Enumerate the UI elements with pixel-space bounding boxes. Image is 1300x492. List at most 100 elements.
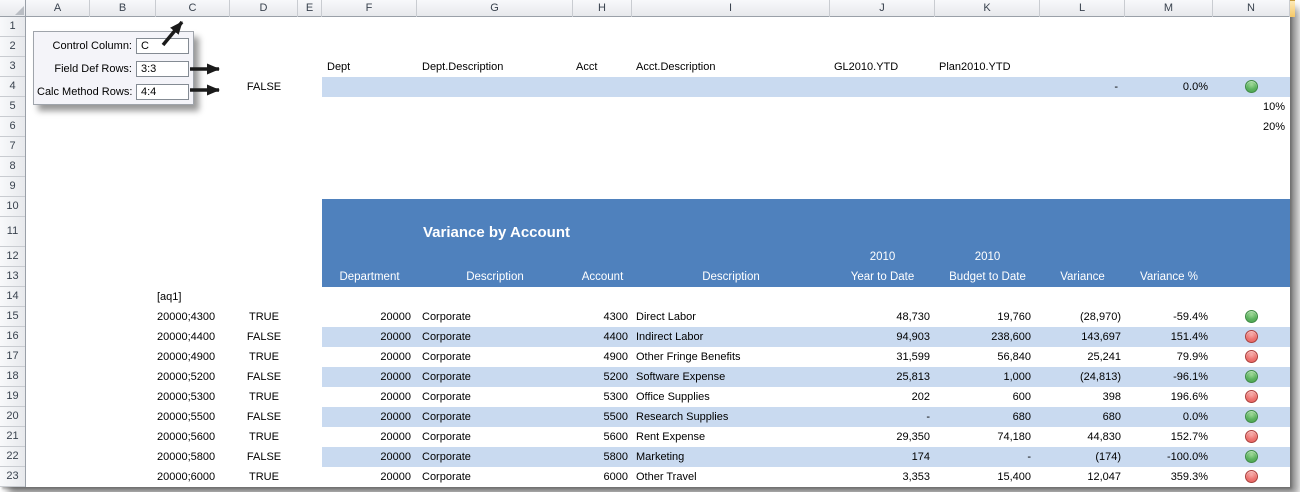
- cell-I23[interactable]: Other Travel: [636, 471, 697, 483]
- row-header-17[interactable]: 17: [0, 347, 25, 367]
- cell-L18[interactable]: (24,813): [1080, 371, 1121, 383]
- cell-C17[interactable]: 20000;4900: [157, 351, 216, 363]
- column-header-L[interactable]: L: [1040, 0, 1125, 17]
- cell-K17[interactable]: 56,840: [997, 351, 1031, 363]
- cell-C20[interactable]: 20000;5500: [157, 411, 216, 423]
- cell-L15[interactable]: (28,970): [1080, 311, 1121, 323]
- row-header-2[interactable]: 2: [0, 37, 25, 57]
- cell-F18[interactable]: 20000: [380, 371, 411, 383]
- cell-J16[interactable]: 94,903: [896, 331, 930, 343]
- column-header-C[interactable]: C: [156, 0, 230, 17]
- cell-D23[interactable]: TRUE: [249, 471, 279, 483]
- partial-next-column-header[interactable]: [1290, 0, 1295, 17]
- cell-H20[interactable]: 5500: [603, 411, 628, 423]
- cell-I18[interactable]: Software Expense: [636, 371, 726, 383]
- cell-M23[interactable]: 359.3%: [1170, 471, 1208, 483]
- row-header-1[interactable]: 1: [0, 17, 25, 37]
- control-column-input[interactable]: C: [136, 38, 189, 54]
- row-header-15[interactable]: 15: [0, 307, 25, 327]
- cell-C21[interactable]: 20000;5600: [157, 431, 216, 443]
- column-header-N[interactable]: N: [1213, 0, 1290, 17]
- cell-F17[interactable]: 20000: [380, 351, 411, 363]
- cell-C18[interactable]: 20000;5200: [157, 371, 216, 383]
- cell-M4[interactable]: 0.0%: [1182, 81, 1208, 93]
- cell-I20[interactable]: Research Supplies: [636, 411, 729, 423]
- cell-H19[interactable]: 5300: [603, 391, 628, 403]
- cell-C19[interactable]: 20000;5300: [157, 391, 216, 403]
- column-header-B[interactable]: B: [90, 0, 156, 17]
- cell-F20[interactable]: 20000: [380, 411, 411, 423]
- field-def-rows-input[interactable]: 3:3: [136, 61, 189, 77]
- cell-G23[interactable]: Corporate: [422, 471, 471, 483]
- cell-D4[interactable]: FALSE: [246, 81, 282, 93]
- cell-H21[interactable]: 5600: [603, 431, 628, 443]
- select-all-corner[interactable]: [0, 0, 26, 17]
- cell-C22[interactable]: 20000;5800: [157, 451, 216, 463]
- cell-K18[interactable]: 1,000: [1003, 371, 1031, 383]
- cell-K15[interactable]: 19,760: [997, 311, 1031, 323]
- cell-D16[interactable]: FALSE: [246, 331, 282, 343]
- cell-J15[interactable]: 48,730: [896, 311, 930, 323]
- cell-G16[interactable]: Corporate: [422, 331, 471, 343]
- cell-F22[interactable]: 20000: [380, 451, 411, 463]
- cell-D19[interactable]: TRUE: [249, 391, 279, 403]
- cell-H3[interactable]: Acct: [576, 61, 598, 73]
- row-header-7[interactable]: 7: [0, 137, 25, 157]
- cell-L22[interactable]: (174): [1095, 451, 1121, 463]
- cell-L23[interactable]: 12,047: [1087, 471, 1121, 483]
- row-header-22[interactable]: 22: [0, 447, 25, 467]
- cell-I21[interactable]: Rent Expense: [636, 431, 706, 443]
- column-header-K[interactable]: K: [935, 0, 1040, 17]
- cell-H18[interactable]: 5200: [603, 371, 628, 383]
- cell-M21[interactable]: 152.7%: [1170, 431, 1208, 443]
- cell-D21[interactable]: TRUE: [249, 431, 279, 443]
- cell-H23[interactable]: 6000: [603, 471, 628, 483]
- row-header-23[interactable]: 23: [0, 467, 25, 487]
- cell-J18[interactable]: 25,813: [896, 371, 930, 383]
- cell-I19[interactable]: Office Supplies: [636, 391, 710, 403]
- cell-C14[interactable]: [aq1]: [157, 291, 182, 303]
- cell-J23[interactable]: 3,353: [902, 471, 930, 483]
- cell-N6[interactable]: 20%: [1262, 121, 1285, 133]
- cell-D17[interactable]: TRUE: [249, 351, 279, 363]
- cell-K22[interactable]: -: [1027, 451, 1031, 463]
- cell-F16[interactable]: 20000: [380, 331, 411, 343]
- cell-K3[interactable]: Plan2010.YTD: [939, 61, 1011, 73]
- row-header-18[interactable]: 18: [0, 367, 25, 387]
- row-header-11[interactable]: 11: [0, 217, 25, 247]
- row-header-12[interactable]: 12: [0, 247, 25, 267]
- cell-J22[interactable]: 174: [911, 451, 930, 463]
- cell-L4[interactable]: -: [1114, 81, 1118, 93]
- cell-C23[interactable]: 20000;6000: [157, 471, 216, 483]
- cell-L20[interactable]: 680: [1102, 411, 1121, 423]
- column-header-F[interactable]: F: [322, 0, 417, 17]
- cell-D15[interactable]: TRUE: [249, 311, 279, 323]
- cell-G15[interactable]: Corporate: [422, 311, 471, 323]
- row-header-21[interactable]: 21: [0, 427, 25, 447]
- row-header-9[interactable]: 9: [0, 177, 25, 197]
- cell-M15[interactable]: -59.4%: [1173, 311, 1208, 323]
- row-header-14[interactable]: 14: [0, 287, 25, 307]
- row-header-10[interactable]: 10: [0, 197, 25, 217]
- cell-F3[interactable]: Dept: [327, 61, 351, 73]
- cell-M19[interactable]: 196.6%: [1170, 391, 1208, 403]
- cell-G21[interactable]: Corporate: [422, 431, 471, 443]
- row-header-6[interactable]: 6: [0, 117, 25, 137]
- row-header-4[interactable]: 4: [0, 77, 25, 97]
- cell-M17[interactable]: 79.9%: [1176, 351, 1208, 363]
- cell-H17[interactable]: 4900: [603, 351, 628, 363]
- cell-G22[interactable]: Corporate: [422, 451, 471, 463]
- cell-M16[interactable]: 151.4%: [1170, 331, 1208, 343]
- column-header-M[interactable]: M: [1125, 0, 1213, 17]
- cell-I15[interactable]: Direct Labor: [636, 311, 696, 323]
- cell-I17[interactable]: Other Fringe Benefits: [636, 351, 741, 363]
- cell-J19[interactable]: 202: [911, 391, 930, 403]
- cell-M22[interactable]: -100.0%: [1167, 451, 1208, 463]
- cell-K21[interactable]: 74,180: [997, 431, 1031, 443]
- column-header-E[interactable]: E: [298, 0, 322, 17]
- row-header-16[interactable]: 16: [0, 327, 25, 347]
- cell-D18[interactable]: FALSE: [246, 371, 282, 383]
- cell-G17[interactable]: Corporate: [422, 351, 471, 363]
- cell-D20[interactable]: FALSE: [246, 411, 282, 423]
- cell-K19[interactable]: 600: [1012, 391, 1031, 403]
